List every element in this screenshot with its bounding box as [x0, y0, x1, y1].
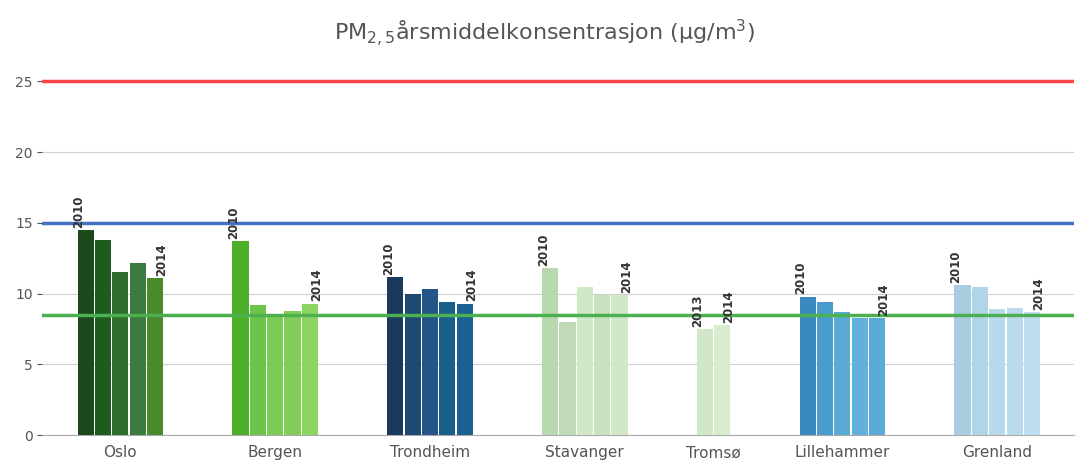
Bar	[284, 311, 301, 435]
Text: 2014: 2014	[465, 269, 478, 302]
Text: 2010: 2010	[382, 242, 395, 275]
Bar	[405, 294, 420, 435]
Bar	[439, 302, 455, 435]
Bar	[388, 277, 403, 435]
Text: 2014: 2014	[310, 269, 323, 302]
Bar	[456, 304, 473, 435]
Text: 2014: 2014	[723, 290, 735, 323]
Text: 2014: 2014	[620, 260, 633, 293]
Bar	[989, 309, 1005, 435]
Bar	[834, 312, 851, 435]
Bar	[302, 304, 318, 435]
Bar	[267, 314, 283, 435]
Bar	[595, 295, 610, 435]
Text: 2014: 2014	[156, 243, 169, 276]
Bar	[611, 295, 627, 435]
Bar	[112, 273, 129, 435]
Text: 2013: 2013	[692, 294, 705, 327]
Text: 2010: 2010	[228, 207, 241, 239]
Bar	[697, 329, 713, 435]
Bar	[421, 289, 438, 435]
Bar	[77, 230, 94, 435]
Bar	[130, 263, 146, 435]
Text: 2010: 2010	[794, 262, 807, 294]
Bar	[95, 240, 111, 435]
Bar	[560, 322, 575, 435]
Bar	[577, 286, 592, 435]
Bar	[971, 286, 988, 435]
Text: 2014: 2014	[878, 283, 891, 316]
Bar	[147, 278, 163, 435]
Bar	[232, 241, 248, 435]
Bar	[249, 305, 266, 435]
Bar	[799, 296, 816, 435]
Bar	[852, 318, 868, 435]
Bar	[1024, 312, 1040, 435]
Bar	[954, 285, 970, 435]
Text: 2010: 2010	[537, 234, 550, 266]
Text: PM$_{2,5}$årsmiddelkonsentrasjon (μg/m$^3$): PM$_{2,5}$årsmiddelkonsentrasjon (μg/m$^…	[334, 18, 755, 49]
Bar	[714, 325, 731, 435]
Text: 2014: 2014	[1032, 277, 1045, 310]
Bar	[542, 268, 559, 435]
Bar	[869, 318, 885, 435]
Bar	[1006, 308, 1023, 435]
Text: 2010: 2010	[72, 195, 85, 228]
Bar	[817, 302, 833, 435]
Text: 2010: 2010	[950, 251, 963, 283]
